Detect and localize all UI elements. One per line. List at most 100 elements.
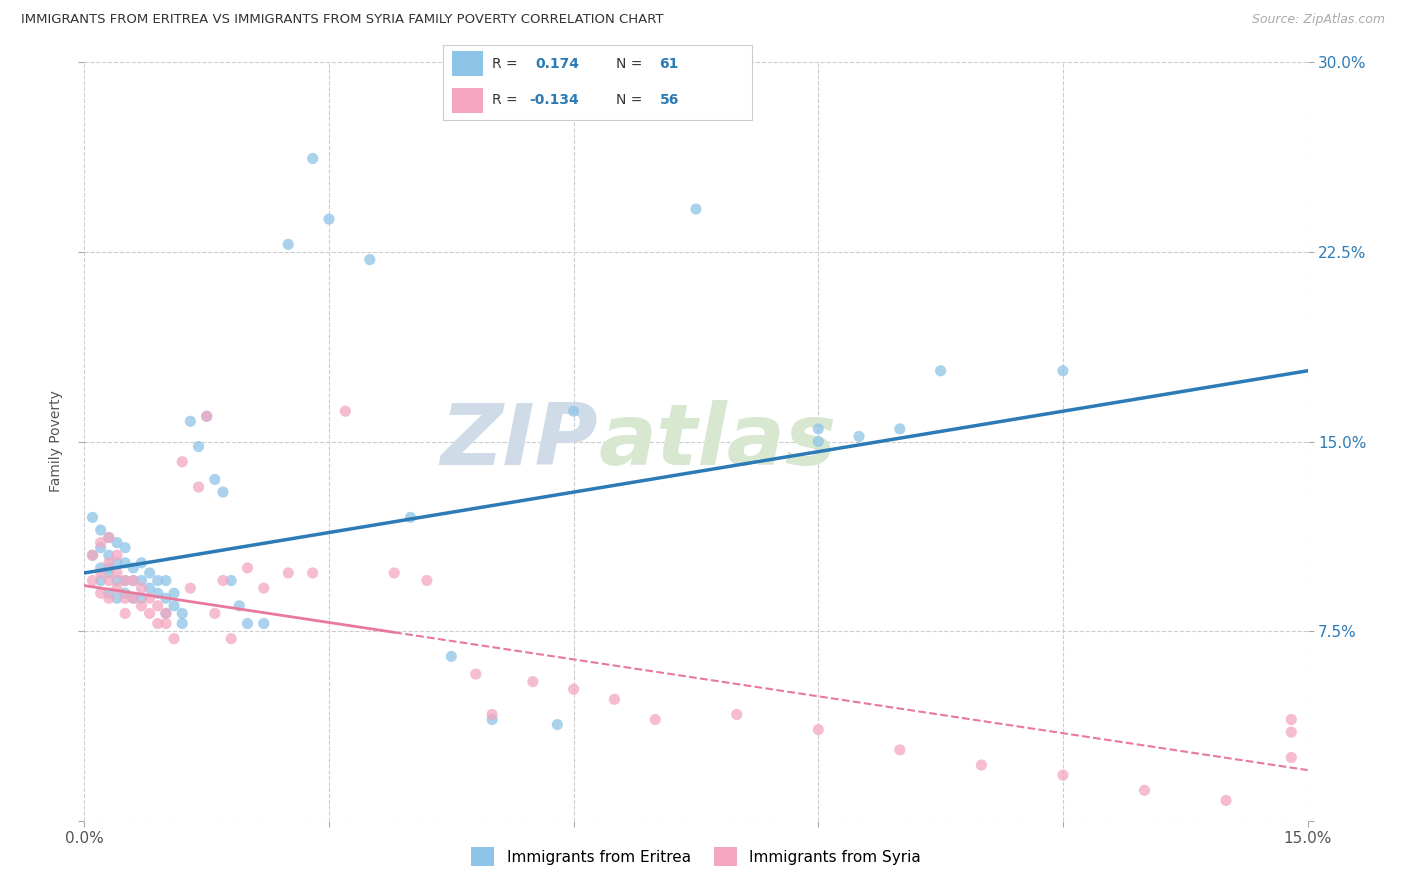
Point: [212, 574, 235, 588]
Point: [1052, 768, 1074, 782]
Point: [97, 531, 120, 545]
Text: N =: N =: [616, 94, 643, 107]
Text: ZIP: ZIP: [440, 400, 598, 483]
Point: [1279, 750, 1302, 764]
Point: [179, 581, 201, 595]
Text: Source: ZipAtlas.com: Source: ZipAtlas.com: [1251, 13, 1385, 27]
Point: [187, 440, 209, 454]
Bar: [453, 52, 484, 77]
Point: [889, 422, 911, 436]
Point: [163, 599, 186, 613]
Point: [90, 541, 112, 555]
Point: [155, 607, 177, 621]
Point: [277, 566, 299, 580]
Point: [114, 556, 136, 570]
Point: [253, 616, 276, 631]
Point: [138, 591, 160, 606]
Point: [97, 561, 120, 575]
Point: [253, 581, 276, 595]
Point: [82, 510, 104, 524]
Point: [114, 574, 136, 588]
Point: [114, 574, 136, 588]
Point: [82, 574, 104, 588]
Text: N =: N =: [616, 57, 643, 71]
Point: [122, 591, 145, 606]
Text: R =: R =: [492, 57, 517, 71]
Point: [522, 674, 544, 689]
Point: [807, 422, 830, 436]
Point: [90, 561, 112, 575]
Point: [97, 531, 120, 545]
Point: [562, 404, 585, 418]
Point: [131, 599, 153, 613]
Point: [155, 574, 177, 588]
Point: [105, 556, 128, 570]
Point: [219, 632, 242, 646]
Point: [146, 586, 169, 600]
Point: [179, 414, 201, 428]
Point: [889, 743, 911, 757]
Text: -0.134: -0.134: [530, 94, 579, 107]
Point: [105, 581, 128, 595]
Point: [163, 632, 186, 646]
Text: 0.174: 0.174: [536, 57, 579, 71]
Point: [301, 566, 323, 580]
Point: [807, 723, 830, 737]
Point: [301, 152, 323, 166]
Point: [82, 548, 104, 563]
Point: [440, 649, 463, 664]
Point: [172, 607, 194, 621]
Bar: [453, 87, 484, 112]
Point: [114, 541, 136, 555]
Point: [399, 510, 422, 524]
Point: [97, 548, 120, 563]
Point: [105, 566, 128, 580]
Point: [122, 561, 145, 575]
Point: [929, 364, 952, 378]
Point: [138, 581, 160, 595]
Point: [146, 599, 169, 613]
Point: [131, 591, 153, 606]
Point: [155, 616, 177, 631]
Point: [644, 713, 666, 727]
Point: [155, 607, 177, 621]
Point: [146, 574, 169, 588]
Point: [172, 616, 194, 631]
Point: [146, 616, 169, 631]
Text: 61: 61: [659, 57, 679, 71]
Point: [172, 455, 194, 469]
Point: [97, 556, 120, 570]
Point: [195, 409, 218, 424]
Point: [481, 707, 503, 722]
Point: [685, 202, 707, 216]
Point: [562, 682, 585, 697]
Point: [195, 409, 218, 424]
Point: [122, 574, 145, 588]
Point: [105, 548, 128, 563]
Point: [97, 566, 120, 580]
Point: [382, 566, 405, 580]
Point: [105, 591, 128, 606]
Point: [1215, 793, 1237, 807]
Point: [90, 574, 112, 588]
Point: [219, 574, 242, 588]
Point: [603, 692, 626, 706]
Point: [105, 535, 128, 549]
Point: [97, 591, 120, 606]
Point: [546, 717, 568, 731]
Point: [416, 574, 439, 588]
Point: [335, 404, 357, 418]
Point: [228, 599, 250, 613]
Point: [90, 566, 112, 580]
Point: [236, 616, 259, 631]
Point: [318, 212, 340, 227]
Point: [97, 574, 120, 588]
Point: [138, 607, 160, 621]
Point: [131, 574, 153, 588]
Point: [807, 434, 830, 449]
Text: 56: 56: [659, 94, 679, 107]
Point: [1052, 364, 1074, 378]
Point: [204, 607, 226, 621]
Point: [114, 591, 136, 606]
Point: [114, 586, 136, 600]
